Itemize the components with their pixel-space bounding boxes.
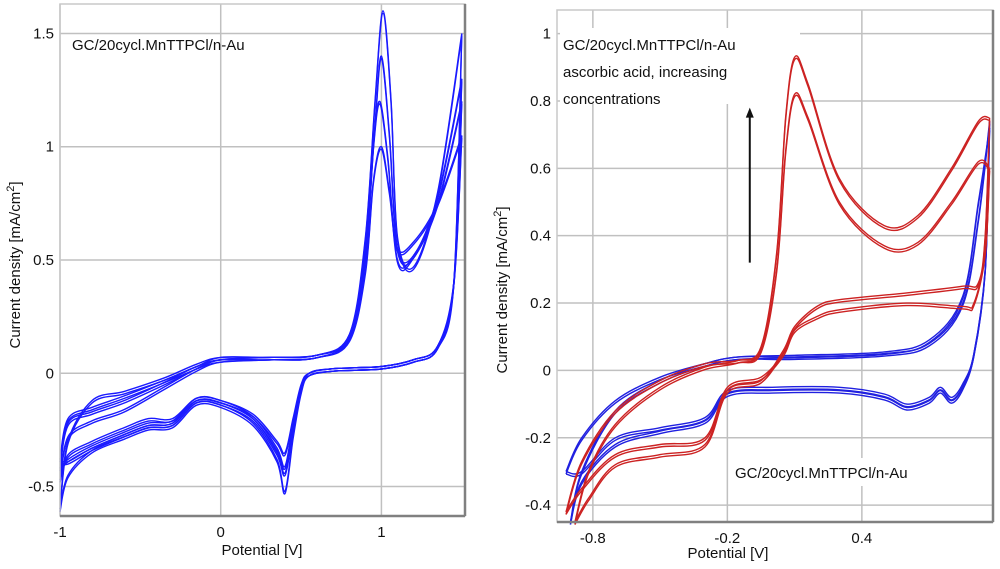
- y-tick-label: -0.5: [28, 479, 54, 496]
- left-chart-x-ticks: -1 0 1: [53, 524, 385, 541]
- cathodic-scan-repeat: [569, 130, 991, 525]
- anodic-scan-repeat: [565, 94, 991, 515]
- series-ascorbic-high: [574, 55, 991, 525]
- right-chart-annotation-background: [560, 28, 800, 104]
- x-tick-label: 0.4: [851, 530, 872, 547]
- y-label-end: ]: [7, 181, 24, 185]
- x-tick-label: -1: [53, 524, 66, 541]
- anodic-scan-repeat: [565, 123, 991, 475]
- cathodic-scan: [574, 117, 991, 523]
- right-chart: -0.4 -0.2 0 0.2 0.4 0.6 0.8 1 -0.8 -0.2 0.4 GC/20…: [492, 9, 995, 562]
- left-chart-curves: [59, 10, 463, 512]
- y-tick-label: 1: [543, 26, 551, 43]
- right-chart-x-axis-label: Potential [V]: [688, 545, 769, 562]
- x-tick-label: 0: [217, 524, 225, 541]
- y-label-sup: 2: [5, 186, 17, 192]
- increasing-concentration-arrow: [745, 107, 754, 263]
- anodic-scan-repeat: [59, 12, 463, 512]
- right-chart-bottom-annotation: GC/20cycl.MnTTPCl/n-Au: [735, 465, 908, 482]
- right-chart-y-axis-label: Current density [mA/cm2]: [492, 206, 511, 373]
- x-tick-label: -0.2: [714, 530, 740, 547]
- right-chart-annotation-line-3: concentrations: [563, 91, 661, 108]
- arrow-head: [745, 107, 754, 118]
- cathodic-scan-repeat: [59, 35, 463, 512]
- right-chart-x-ticks: -0.8 -0.2 0.4: [580, 530, 872, 547]
- y-tick-label: 0.2: [530, 295, 551, 312]
- y-tick-label: 1: [46, 139, 54, 156]
- right-chart-annotation-line-2: ascorbic acid, increasing: [563, 64, 727, 81]
- x-tick-label: 1: [377, 524, 385, 541]
- anodic-scan-repeat: [59, 103, 463, 472]
- right-chart-y-ticks: -0.4 -0.2 0 0.2 0.4 0.6 0.8 1: [525, 26, 551, 515]
- left-chart-annotation: GC/20cycl.MnTTPCl/n-Au: [72, 37, 245, 54]
- left-chart-y-ticks: -0.5 0 0.5 1 1.5: [28, 25, 54, 495]
- y-tick-label: 0.8: [530, 93, 551, 110]
- y-label-main: Current density [mA/cm: [494, 217, 511, 374]
- cathodic-scan-repeat: [565, 170, 991, 515]
- left-chart-y-axis-label: Current density [mA/cm2]: [5, 181, 24, 348]
- left-chart-x-axis-label: Potential [V]: [222, 542, 303, 559]
- y-tick-label: 0.6: [530, 160, 551, 177]
- y-tick-label: -0.4: [525, 497, 551, 514]
- right-chart-bottom-annotation-background: [738, 458, 988, 486]
- y-tick-label: 1.5: [33, 25, 54, 42]
- x-tick-label: -0.8: [580, 530, 606, 547]
- right-chart-curves: [565, 55, 991, 525]
- cathodic-scan-repeat: [574, 120, 991, 525]
- y-tick-label: 0: [46, 365, 54, 382]
- cathodic-scan: [59, 33, 463, 510]
- y-label-end: ]: [494, 206, 511, 210]
- y-tick-label: -0.2: [525, 430, 551, 447]
- y-tick-label: 0.4: [530, 228, 551, 245]
- y-label-main: Current density [mA/cm: [7, 192, 24, 349]
- right-chart-annotation-line-1: GC/20cycl.MnTTPCl/n-Au: [563, 37, 736, 54]
- left-chart: -0.5 0 0.5 1 1.5 -1 0 1 GC/20cycl.MnTTPCl/n-Au…: [5, 3, 467, 559]
- y-tick-label: 0: [543, 362, 551, 379]
- left-chart-grid: [59, 4, 465, 516]
- anodic-scan-repeat: [574, 57, 990, 525]
- y-label-sup: 2: [492, 211, 504, 217]
- y-tick-label: 0.5: [33, 252, 54, 269]
- series-cycle-4: [59, 10, 463, 512]
